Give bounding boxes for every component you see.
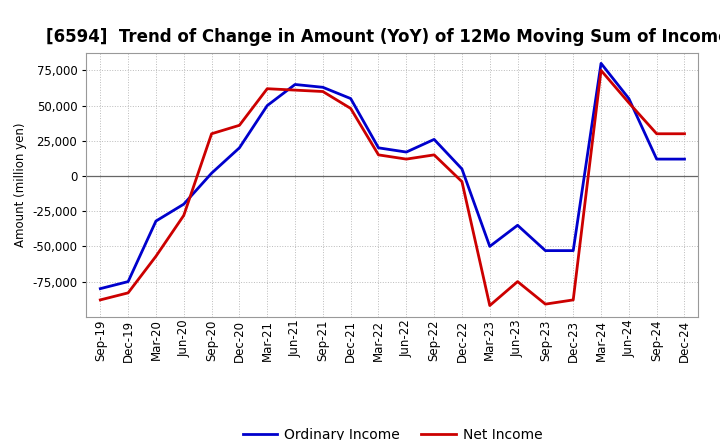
Ordinary Income <box>485 244 494 249</box>
Title: [6594]  Trend of Change in Amount (YoY) of 12Mo Moving Sum of Incomes: [6594] Trend of Change in Amount (YoY) o… <box>45 28 720 46</box>
Ordinary Income <box>541 248 550 253</box>
Net Income <box>124 290 132 296</box>
Net Income <box>263 86 271 92</box>
Ordinary Income <box>569 248 577 253</box>
Net Income <box>235 123 243 128</box>
Net Income <box>541 301 550 307</box>
Net Income <box>624 100 633 106</box>
Ordinary Income <box>291 82 300 87</box>
Ordinary Income <box>179 202 188 207</box>
Net Income <box>485 303 494 308</box>
Ordinary Income <box>207 171 216 176</box>
Net Income <box>652 131 661 136</box>
Legend: Ordinary Income, Net Income: Ordinary Income, Net Income <box>237 422 548 440</box>
Line: Ordinary Income: Ordinary Income <box>100 63 685 289</box>
Net Income <box>346 106 355 111</box>
Ordinary Income <box>430 137 438 142</box>
Ordinary Income <box>263 103 271 108</box>
Net Income <box>402 157 410 162</box>
Ordinary Income <box>124 279 132 284</box>
Ordinary Income <box>597 61 606 66</box>
Net Income <box>152 253 161 259</box>
Ordinary Income <box>624 96 633 101</box>
Ordinary Income <box>652 157 661 162</box>
Net Income <box>374 152 383 158</box>
Ordinary Income <box>402 150 410 155</box>
Net Income <box>430 152 438 158</box>
Ordinary Income <box>374 145 383 150</box>
Net Income <box>179 213 188 218</box>
Net Income <box>513 279 522 284</box>
Ordinary Income <box>458 166 467 172</box>
Net Income <box>458 179 467 184</box>
Net Income <box>680 131 689 136</box>
Ordinary Income <box>235 145 243 150</box>
Net Income <box>569 297 577 303</box>
Net Income <box>597 68 606 73</box>
Net Income <box>96 297 104 303</box>
Net Income <box>207 131 216 136</box>
Line: Net Income: Net Income <box>100 70 685 305</box>
Ordinary Income <box>513 223 522 228</box>
Ordinary Income <box>318 84 327 90</box>
Y-axis label: Amount (million yen): Amount (million yen) <box>14 123 27 247</box>
Ordinary Income <box>680 157 689 162</box>
Net Income <box>291 88 300 93</box>
Ordinary Income <box>96 286 104 291</box>
Net Income <box>318 89 327 94</box>
Ordinary Income <box>152 218 161 224</box>
Ordinary Income <box>346 96 355 101</box>
